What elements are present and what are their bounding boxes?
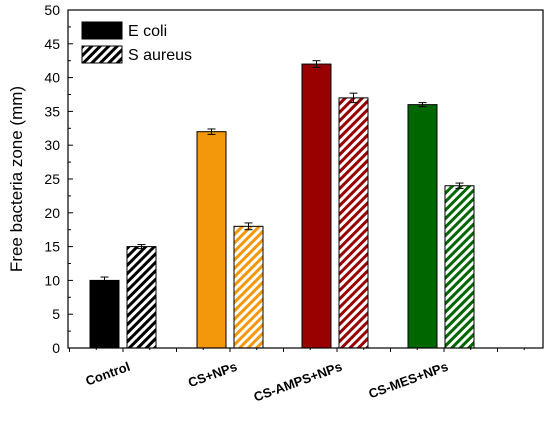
legend-swatch-s-aureus — [81, 45, 123, 64]
bars-group — [89, 63, 475, 349]
legend-label-e-coli: E coli — [128, 23, 167, 40]
x-label-cs-amps-nps: CS-AMPS+NPs — [252, 359, 344, 405]
bar-cs-amps-nps-s-aureus — [338, 97, 369, 349]
y-tick-label: 30 — [44, 137, 60, 153]
error-bar-cs-amps-nps-s-aureus — [349, 92, 358, 104]
y-axis-title: Free bacteria zone (mm) — [7, 86, 26, 272]
bar-control-s-aureus — [126, 246, 157, 349]
bar-cs-mes-nps-s-aureus — [444, 185, 475, 349]
legend: E coli S aureus — [81, 21, 192, 64]
y-tick-label: 10 — [44, 272, 60, 288]
bar-cs-amps-nps-e-coli — [301, 63, 332, 349]
x-label-cs-mes-nps: CS-MES+NPs — [366, 359, 450, 402]
legend-label-s-aureus: S aureus — [128, 47, 192, 64]
x-category-labels: Control CS+NPs CS-AMPS+NPs CS-MES+NPs — [83, 359, 450, 405]
error-bar-control-s-aureus — [137, 244, 146, 250]
error-bars-group — [100, 60, 464, 285]
y-tick-label: 20 — [44, 205, 60, 221]
bar-control-e-coli — [89, 279, 120, 349]
legend-swatch-e-coli — [81, 21, 123, 40]
y-tick-labels: 0 5 10 15 20 25 30 35 40 45 50 — [44, 2, 60, 356]
x-label-control: Control — [83, 359, 132, 389]
y-tick-label: 35 — [44, 103, 60, 119]
bar-cs-nps-e-coli — [196, 131, 227, 349]
error-bar-cs-mes-nps-s-aureus — [455, 182, 464, 189]
y-tick-label: 5 — [52, 306, 60, 322]
y-tick-label: 0 — [52, 340, 60, 356]
axes-group — [67, 9, 544, 352]
x-label-cs-nps: CS+NPs — [186, 359, 239, 391]
y-tick-label: 40 — [44, 70, 60, 86]
y-tick-label: 25 — [44, 171, 60, 187]
y-tick-label: 15 — [44, 239, 60, 255]
y-tick-label: 45 — [44, 36, 60, 52]
error-bar-cs-mes-nps-e-coli — [418, 102, 427, 108]
error-bar-cs-nps-s-aureus — [244, 222, 253, 231]
bar-cs-nps-s-aureus — [233, 225, 264, 349]
y-tick-label: 50 — [44, 2, 60, 18]
error-bar-control-e-coli — [100, 276, 109, 285]
error-bar-cs-nps-e-coli — [207, 128, 216, 135]
bar-cs-mes-nps-e-coli — [407, 104, 438, 349]
error-bar-cs-amps-nps-e-coli — [312, 60, 321, 68]
